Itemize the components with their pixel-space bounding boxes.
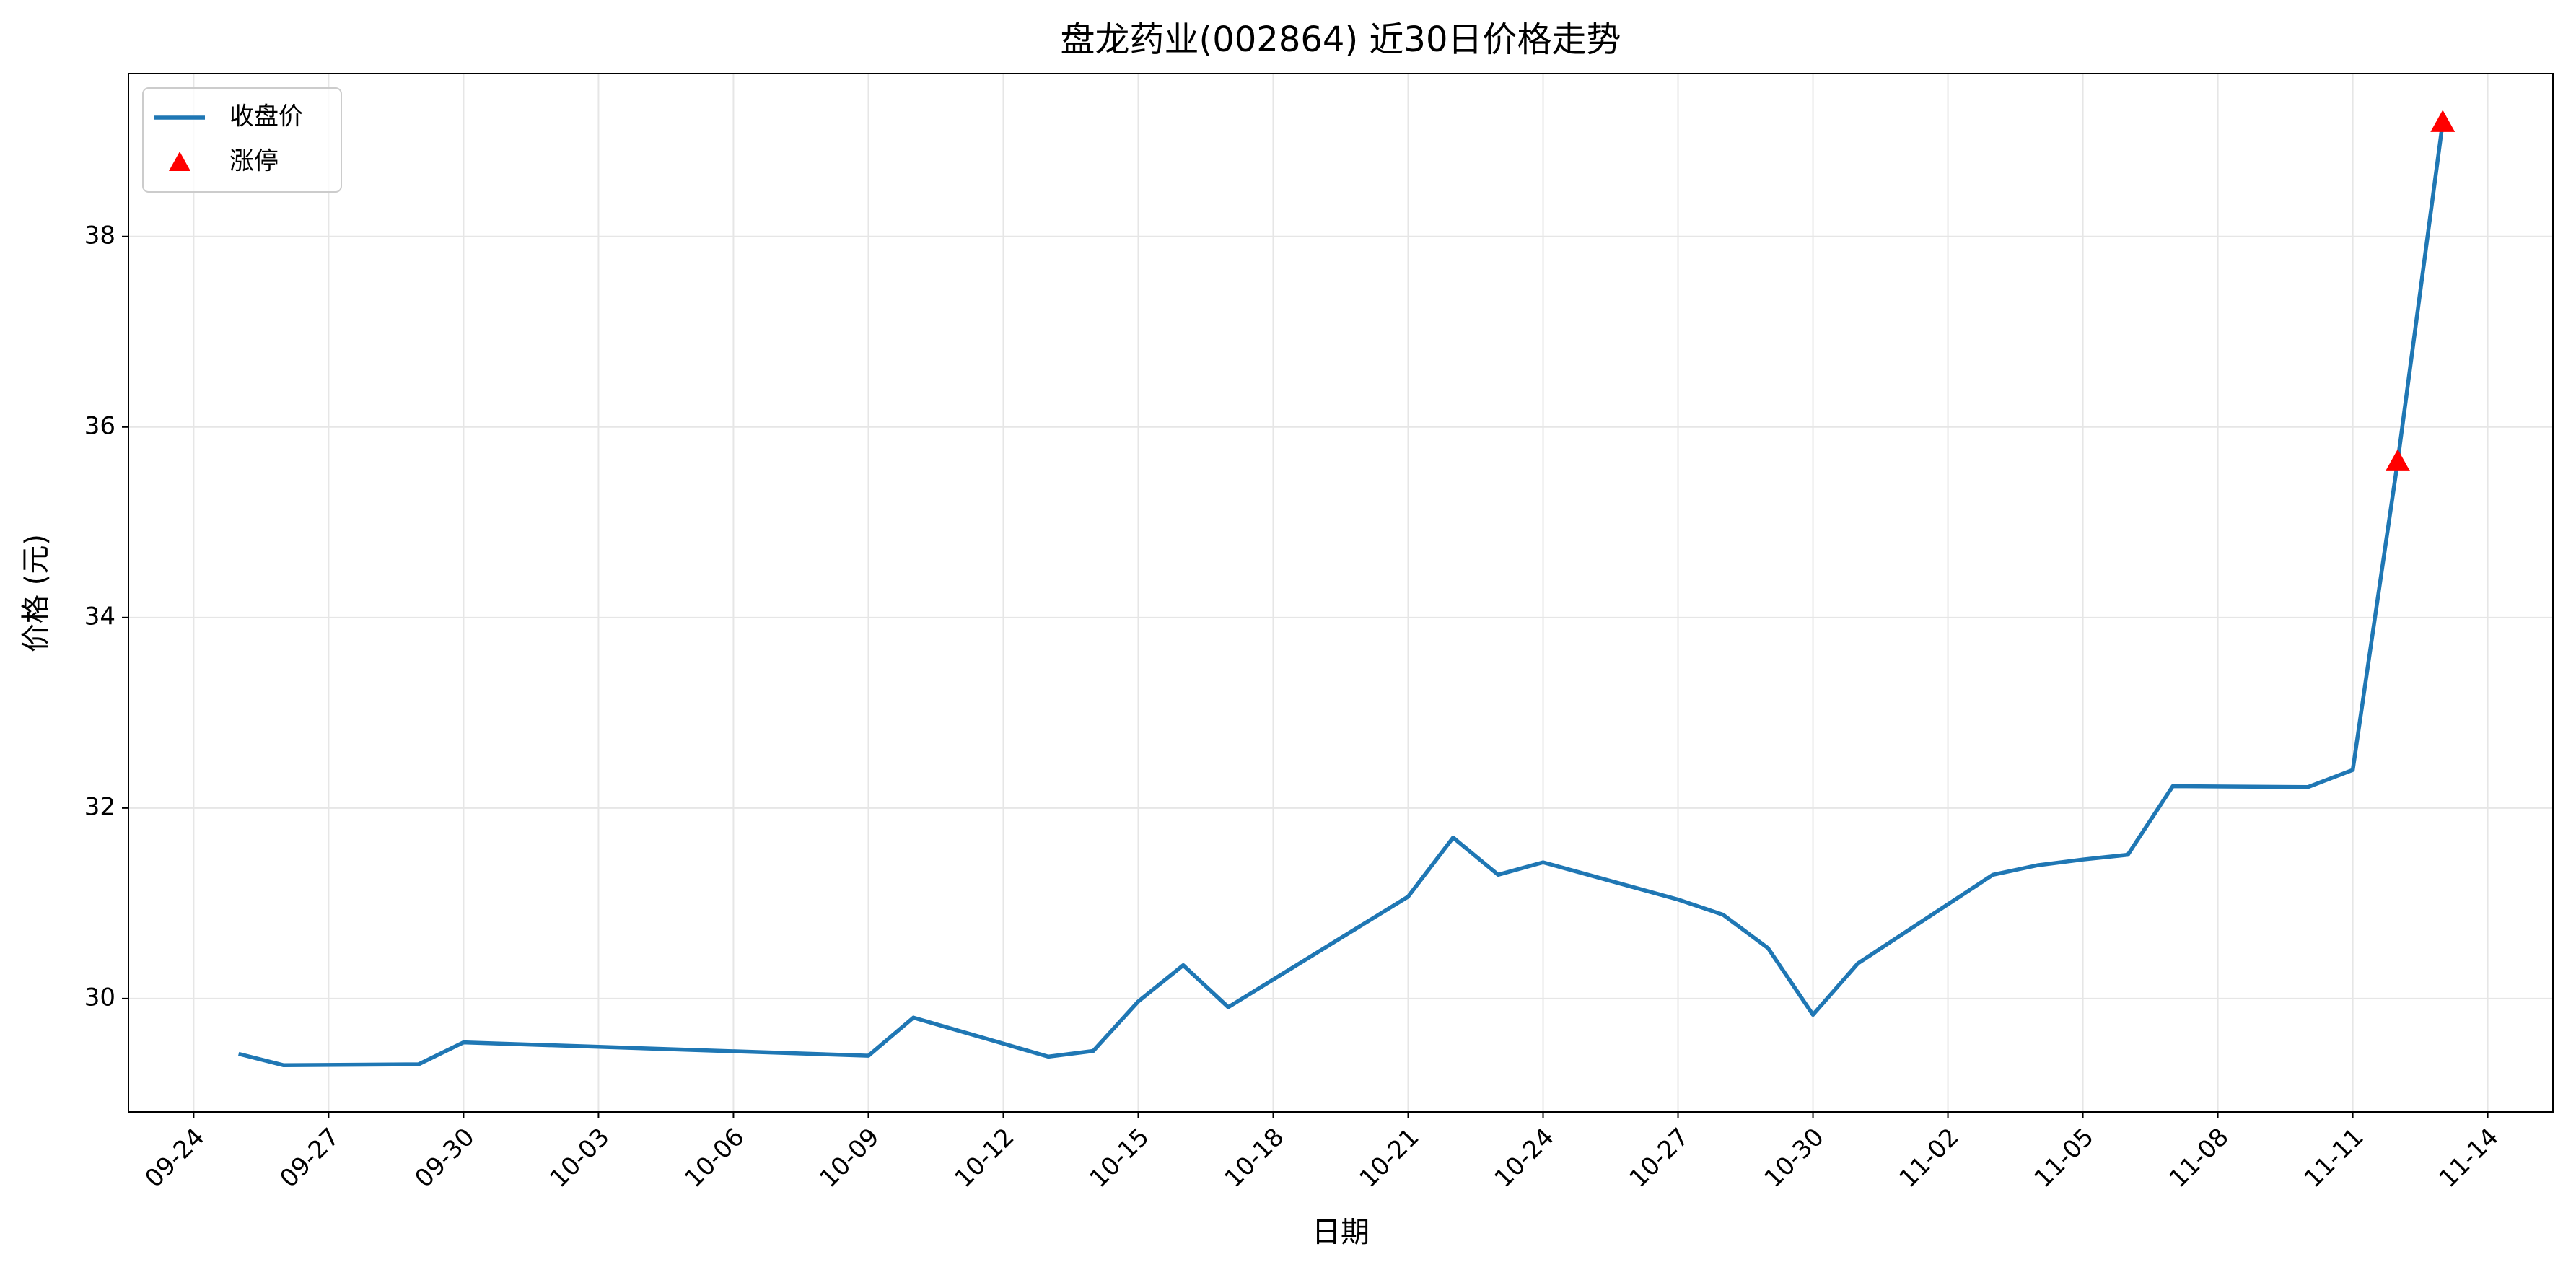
x-tick-label: 10-30 xyxy=(1758,1123,1829,1193)
x-tick-label: 10-24 xyxy=(1489,1123,1559,1193)
x-tick-label: 09-27 xyxy=(274,1123,345,1193)
x-tick-label: 10-21 xyxy=(1354,1123,1424,1193)
y-tick-label: 34 xyxy=(84,602,115,631)
x-tick-label: 09-24 xyxy=(139,1123,210,1193)
y-tick-label: 30 xyxy=(84,983,115,1012)
x-tick-label: 10-27 xyxy=(1624,1123,1694,1193)
x-axis-label: 日期 xyxy=(1312,1216,1370,1249)
y-tick-label: 38 xyxy=(84,221,115,250)
x-tick-label: 11-05 xyxy=(2029,1123,2100,1193)
legend-label: 收盘价 xyxy=(229,102,303,131)
x-tick-label: 10-06 xyxy=(679,1123,750,1193)
limit-up-marker xyxy=(2385,449,2410,471)
plot-frame xyxy=(128,73,2554,1113)
x-tick-label: 11-02 xyxy=(1893,1123,1964,1193)
x-tick-label: 10-03 xyxy=(544,1123,615,1193)
x-tick-label: 10-09 xyxy=(814,1123,885,1193)
x-tick-label: 11-14 xyxy=(2434,1123,2505,1193)
x-tick-label: 11-11 xyxy=(2299,1123,2370,1193)
limit-up-marker xyxy=(2430,110,2455,132)
legend-box xyxy=(142,87,342,193)
y-tick-label: 36 xyxy=(84,411,115,440)
y-tick-label: 32 xyxy=(84,792,115,821)
x-tick-label: 09-30 xyxy=(409,1123,480,1193)
x-tick-label: 11-08 xyxy=(2164,1123,2235,1193)
x-tick-label: 10-15 xyxy=(1084,1123,1155,1193)
price-line xyxy=(238,121,2445,1068)
x-tick-label: 10-18 xyxy=(1219,1123,1289,1193)
x-tick-label: 10-12 xyxy=(949,1123,1020,1193)
y-axis-label: 价格 (元) xyxy=(19,534,53,652)
legend-label: 涨停 xyxy=(229,147,279,176)
chart-title: 盘龙药业(002864) 近30日价格走势 xyxy=(1060,19,1621,60)
legend-swatch xyxy=(169,152,190,171)
